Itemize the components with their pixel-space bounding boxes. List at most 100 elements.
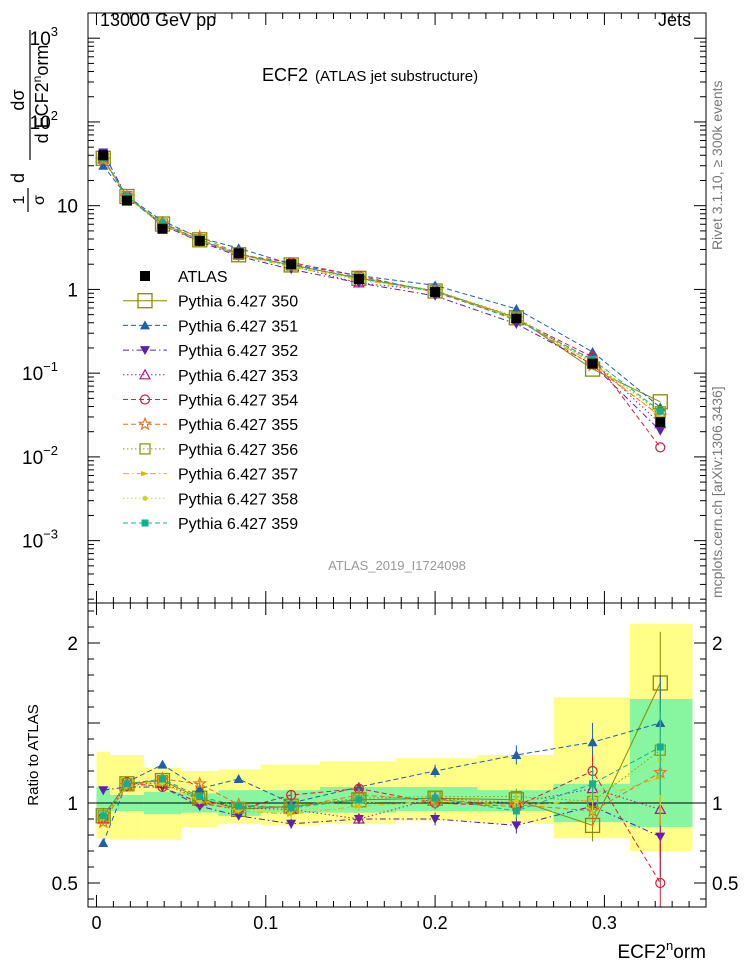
ratio-ytick-label-right: 0.5 <box>712 874 738 895</box>
main-ytick-exponent: 3 <box>51 24 58 39</box>
series-point-9 <box>158 220 166 228</box>
xtick-label: 0.3 <box>592 913 617 933</box>
chart-title-main: ECF2 <box>262 65 308 85</box>
legend-label-2: Pythia 6.427 351 <box>178 318 298 335</box>
ylabel-dsigma: dσ <box>8 89 28 110</box>
ylabel-one: 1 <box>11 195 28 204</box>
legend-label-0: ATLAS <box>178 269 228 286</box>
xtick-label: 0 <box>91 913 101 933</box>
ratio-ytick-label: 1 <box>67 794 78 815</box>
ratio-point-1 <box>157 759 168 769</box>
legend-marker-4 <box>138 368 152 380</box>
ratio-point-1 <box>587 737 598 747</box>
ratio-point-1 <box>194 783 205 793</box>
data-point <box>157 223 168 234</box>
ratio-ytick-label-right: 2 <box>712 634 723 655</box>
legend-marker-8 <box>141 471 149 477</box>
ratio-point-9 <box>656 743 664 751</box>
rivet-label: Rivet 3.1.10, ≥ 300k events <box>709 80 725 250</box>
ratio-point-4 <box>286 789 297 801</box>
ratio-panel: 0 0.1 0.2 0.3 0.5 0.5 1 1 2 2 <box>52 602 738 933</box>
legend-marker-7 <box>139 443 151 455</box>
series-line-2 <box>102 152 661 432</box>
ratio-point-9 <box>355 796 363 804</box>
main-ytick-exponent: −1 <box>43 359 58 374</box>
ratio-point-9 <box>123 780 131 788</box>
ratio-point-2 <box>511 821 522 831</box>
main-ytick-label: 1 <box>67 280 78 301</box>
ratio-point-2 <box>194 802 205 812</box>
series-point-9 <box>656 407 664 415</box>
data-point <box>587 358 598 369</box>
main-ytick-label: 10−3 <box>22 527 58 553</box>
legend-marker-3 <box>140 346 150 356</box>
ratio-point-3 <box>352 812 365 824</box>
ratio-ytick-label-right: 1 <box>712 794 723 815</box>
ratio-line-5 <box>102 772 661 823</box>
xtick-label: 0.1 <box>253 913 278 933</box>
main-ytick-label: 10−1 <box>22 359 58 385</box>
data-point <box>121 195 132 206</box>
data-point <box>430 287 441 298</box>
ratio-point-1 <box>430 766 441 775</box>
legend-label-8: Pythia 6.427 357 <box>178 467 298 484</box>
ratio-band-inner <box>629 699 693 827</box>
main-ytick-exponent: −3 <box>43 527 58 542</box>
legend-label-7: Pythia 6.427 356 <box>178 442 298 459</box>
legend-marker-5 <box>139 394 151 405</box>
main-ylabel: 1 σ d dσ d ECF2norm <box>8 30 52 212</box>
legend-label-10: Pythia 6.427 359 <box>178 516 298 533</box>
legend-marker-1 <box>137 293 153 309</box>
ratio-line-1 <box>102 722 661 844</box>
xlabel: ECF2norm <box>617 938 706 963</box>
chart-title: ECF2 (ATLAS jet substructure) <box>262 65 478 85</box>
data-point <box>511 313 522 324</box>
ratio-point-8 <box>197 798 203 804</box>
series-point-1 <box>511 303 522 313</box>
data-point <box>98 150 109 161</box>
ratio-point-2 <box>98 786 109 796</box>
legend-label-3: Pythia 6.427 352 <box>178 343 298 360</box>
ylabel-d1: d <box>8 173 28 183</box>
series-point-1 <box>98 160 109 170</box>
data-point <box>655 417 666 428</box>
legend-label-4: Pythia 6.427 353 <box>178 368 298 385</box>
main-ytick-exponent: −2 <box>43 443 58 458</box>
legend-label-1: Pythia 6.427 350 <box>178 294 298 311</box>
main-ytick-exponent: 2 <box>51 108 58 123</box>
legend-marker-10 <box>141 519 149 527</box>
ratio-point-1 <box>511 750 522 759</box>
legend-label-6: Pythia 6.427 355 <box>178 417 298 434</box>
ratio-point-4 <box>655 877 666 889</box>
ratio-point-9 <box>589 780 597 788</box>
main-ytick-label: 10−2 <box>22 443 58 469</box>
analysis-label: ATLAS_2019_I1724098 <box>328 558 466 573</box>
data-point <box>194 235 205 246</box>
header-right: Jets <box>658 10 691 30</box>
ratio-point-9 <box>196 793 204 801</box>
header-left: 13000 GeV pp <box>100 10 216 30</box>
ratio-ytick-label: 0.5 <box>52 874 78 895</box>
legend-marker-0 <box>140 271 150 281</box>
ratio-point-9 <box>431 794 439 802</box>
legend-marker-6 <box>137 416 153 431</box>
legend-marker-9 <box>142 495 148 501</box>
ratio-point-5 <box>192 776 208 791</box>
ratio-point-8 <box>513 798 519 804</box>
ylabel-decf: d ECF2norm <box>30 45 52 144</box>
ratio-point-9 <box>99 812 107 820</box>
ratio-point-1 <box>98 838 109 847</box>
legend-label-9: Pythia 6.427 358 <box>178 491 298 508</box>
ratio-point-9 <box>512 807 520 815</box>
legend-marker-2 <box>140 320 150 330</box>
main-ytick-label: 10 <box>57 197 78 218</box>
ratio-point-9 <box>158 775 166 783</box>
data-point <box>353 274 364 285</box>
mcplots-label: mcplots.cern.ch [arXiv:1306.3436] <box>709 386 725 598</box>
ratio-ytick-label: 2 <box>67 634 78 655</box>
xtick-label: 0.2 <box>423 913 448 933</box>
ratio-point-9 <box>235 802 243 810</box>
ylabel-sigma: σ <box>31 195 48 205</box>
data-point <box>286 259 297 270</box>
ratio-point-2 <box>233 811 244 821</box>
